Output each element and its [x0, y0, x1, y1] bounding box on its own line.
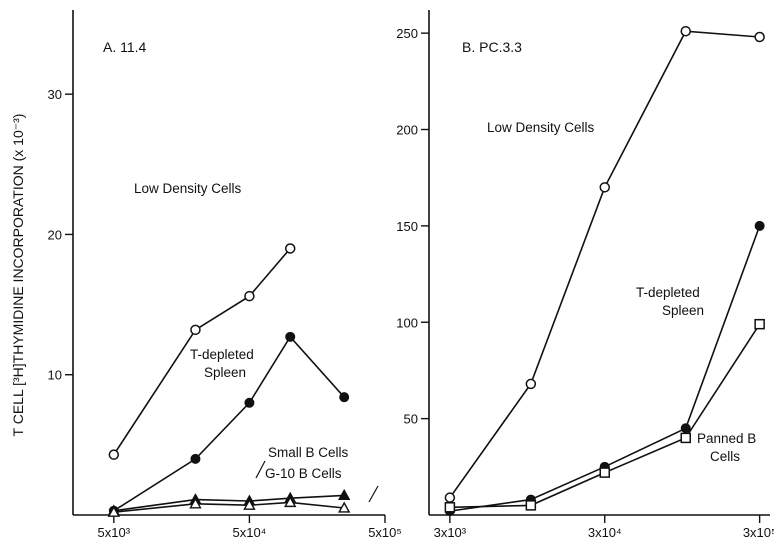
panel-b-point-low-density-cells	[525, 378, 537, 390]
panel-a-point-low-density-cells	[108, 449, 120, 460]
panel-a-line-low-density-cells	[113, 247, 291, 456]
panel-b-y-tick-label: 100	[396, 315, 418, 330]
panel-b-line-low-density-cells	[449, 30, 760, 499]
panel-a-point-low-density-cells	[284, 243, 296, 254]
panel-a-y-tick-label: 20	[48, 227, 62, 242]
panel-a-point-g-10-b-cells	[243, 498, 256, 510]
panel-a-point-t-depleted-spleen	[285, 331, 296, 342]
panel-a-pointer-small-b	[255, 460, 266, 479]
panel-a-y-tick-label: 10	[48, 368, 62, 383]
panel-a-x-tick-label: 5x10⁴	[233, 525, 267, 540]
panel-a-x-tick-label: 5x10⁵	[368, 525, 402, 540]
panel-b-label-panned-b: Panned B	[697, 431, 756, 446]
panel-a-line-t-depleted-spleen	[113, 335, 345, 512]
panel-b-point-t-depleted-spleen	[680, 423, 691, 434]
panel-a-label-g10: G-10 B Cells	[265, 466, 342, 481]
panel-b-point-low-density-cells	[680, 25, 691, 37]
panel-b-label-t-depleted: T-depleted	[636, 285, 700, 300]
panel-a-point-low-density-cells	[190, 324, 201, 336]
panel-b-point-low-density-cells	[754, 31, 765, 43]
panel-a-point-t-depleted-spleen	[339, 392, 350, 403]
panel-a-point-g-10-b-cells	[284, 495, 297, 508]
panel-b-point-panned-b-cells	[754, 318, 765, 330]
panel-a-label-spleen: Spleen	[204, 365, 246, 380]
panel-a-point-t-depleted-spleen	[244, 397, 255, 408]
panel-a-label-small-b: Small B Cells	[268, 445, 349, 460]
panel-b-point-low-density-cells	[444, 492, 456, 503]
panel-b-point-t-depleted-spleen	[754, 220, 765, 231]
panel-a: A. 11.4 Low Density Cells T-depleted Spl…	[48, 10, 402, 540]
panel-a-point-g-10-b-cells	[189, 497, 202, 509]
panel-b-title: B. PC.3.3	[462, 39, 522, 55]
panel-b-point-panned-b-cells	[525, 500, 537, 511]
panel-b-x-tick-label: 3x10⁴	[588, 525, 622, 540]
panel-a-y-tick-label: 30	[48, 87, 62, 102]
y-axis-label: T CELL [³H]THYMIDINE INCORPORATION (x 10…	[10, 114, 26, 437]
panel-a-pointer-g10	[368, 485, 379, 503]
panel-b-x-tick-label: 3x10³	[434, 525, 467, 540]
panel-a-point-small-b-cells	[337, 488, 351, 501]
panel-a-point-t-depleted-spleen	[190, 453, 201, 464]
panel-b-y-tick-label: 150	[396, 219, 418, 234]
panel-b-label-low-density: Low Density Cells	[487, 120, 595, 135]
panel-b-x-tick-label: 3x10⁵	[743, 525, 774, 540]
panel-b-y-tick-label: 250	[396, 26, 418, 41]
panel-a-label-low-density: Low Density Cells	[134, 181, 242, 196]
panel-b-point-panned-b-cells	[444, 502, 456, 513]
panel-a-label-t-depleted: T-depleted	[190, 347, 254, 362]
panel-a-x-tick-label: 5x10³	[98, 525, 131, 540]
panel-b-label-cells: Cells	[710, 449, 740, 464]
panel-a-line-g-10-b-cells	[113, 501, 345, 513]
panel-b-point-low-density-cells	[599, 182, 610, 193]
panel-a-point-g-10-b-cells	[107, 505, 121, 517]
panel-b-label-spleen: Spleen	[662, 303, 704, 318]
panel-b-point-panned-b-cells	[599, 467, 610, 478]
panel-a-title: A. 11.4	[103, 39, 147, 55]
panel-b-y-tick-label: 200	[396, 123, 418, 138]
panel-b: B. PC.3.3 Low Density Cells T-depleted S…	[396, 10, 774, 540]
panel-b-y-tick-label: 50	[404, 412, 418, 427]
panel-b-point-panned-b-cells	[680, 432, 691, 444]
panel-a-point-g-10-b-cells	[337, 501, 351, 513]
panel-a-point-low-density-cells	[244, 290, 255, 302]
